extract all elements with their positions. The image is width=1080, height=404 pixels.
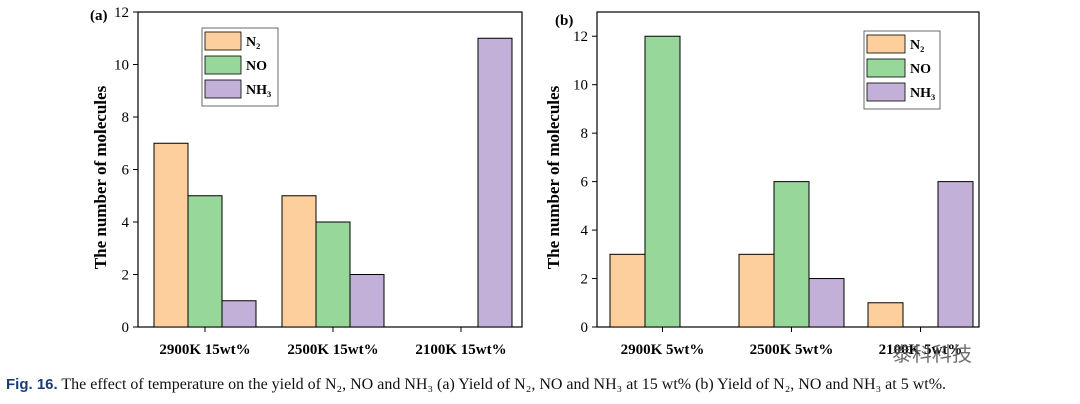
y-tick-label: 0 xyxy=(581,320,589,336)
legend-swatch xyxy=(204,55,242,75)
bar xyxy=(187,195,223,328)
x-tick-label: 2900K 15wt% xyxy=(159,342,250,358)
y-tick-label: 10 xyxy=(573,78,588,94)
y-tick-label: 2 xyxy=(581,272,589,288)
legend-label: N₂ xyxy=(910,38,924,53)
legend-swatch xyxy=(866,34,906,54)
y-tick-label: 8 xyxy=(581,126,589,142)
legend-swatch xyxy=(866,58,906,78)
figure-caption: Fig. 16. The effect of temperature on th… xyxy=(6,376,946,394)
y-tick-label: 12 xyxy=(114,5,129,21)
panel-label: (b) xyxy=(555,13,573,29)
panel-label: (a) xyxy=(90,8,108,24)
y-tick-label: 2 xyxy=(122,268,130,284)
legend-label: NO xyxy=(910,62,931,77)
y-tick-label: 10 xyxy=(114,58,129,74)
bar xyxy=(153,142,189,328)
legend-swatch xyxy=(204,79,242,99)
y-tick-label: 4 xyxy=(581,223,589,239)
bar xyxy=(738,253,775,328)
legend-label: NO xyxy=(246,59,267,74)
y-tick-label: 6 xyxy=(122,163,130,179)
x-tick-label: 2100K 5wt% xyxy=(879,342,963,358)
bar xyxy=(773,181,810,328)
bar xyxy=(867,302,904,328)
bar xyxy=(644,35,681,328)
x-tick-label: 2100K 15wt% xyxy=(415,342,506,358)
x-tick-label: 2500K 15wt% xyxy=(287,342,378,358)
bar xyxy=(609,253,646,328)
y-tick-label: 6 xyxy=(581,175,589,191)
legend-swatch xyxy=(204,31,242,51)
x-tick-label: 2500K 5wt% xyxy=(750,342,834,358)
legend-label: NH₃ xyxy=(246,83,271,98)
y-axis-label: The number of molecules xyxy=(91,85,110,269)
figure-caption-label: Fig. 16. xyxy=(6,376,58,393)
x-tick-label: 2900K 5wt% xyxy=(621,342,705,358)
y-tick-label: 12 xyxy=(573,29,588,45)
figure-panels: 0 2 4 6 8 10 12 The number of molecules (a) 2900K… xyxy=(90,5,980,358)
y-tick-label: 8 xyxy=(122,110,130,126)
y-tick-label: 4 xyxy=(122,215,130,231)
legend-swatch xyxy=(866,82,906,102)
bar xyxy=(808,278,845,328)
bar xyxy=(937,181,974,328)
y-axis-label: The number of molecules xyxy=(544,85,563,269)
bar xyxy=(349,274,385,328)
figure-caption-text: The effect of temperature on the yield o… xyxy=(61,376,947,393)
bar xyxy=(221,300,257,328)
legend-label: NH₃ xyxy=(910,86,935,101)
bar xyxy=(281,195,317,328)
legend-label: N₂ xyxy=(246,35,260,50)
bar xyxy=(315,221,351,328)
y-tick-label: 0 xyxy=(122,320,130,336)
bar xyxy=(477,37,513,328)
watermark-text: 泰科科技 xyxy=(892,342,972,366)
